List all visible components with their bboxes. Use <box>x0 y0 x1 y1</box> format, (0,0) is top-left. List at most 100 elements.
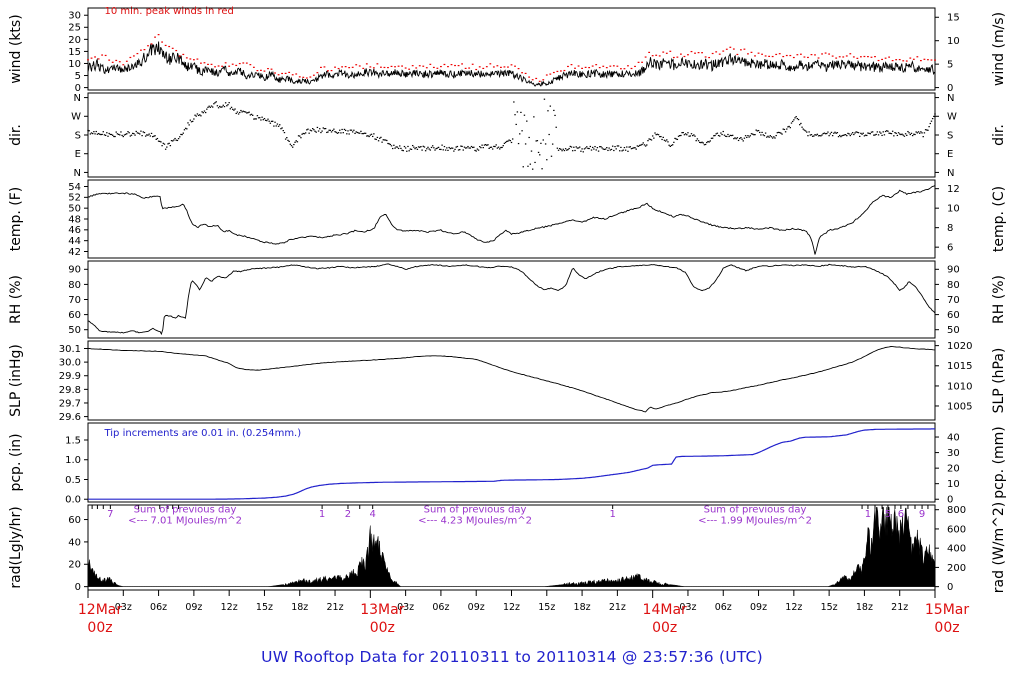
ytick-label-left: N <box>74 168 81 179</box>
xtick-label: 18z <box>574 602 591 613</box>
ytick-label-left: 29.6 <box>59 412 81 423</box>
ytick-label-right: 90 <box>947 265 960 276</box>
xtick-label: 03z <box>397 602 414 613</box>
xmajor-hour: 00z <box>652 620 677 636</box>
ytick-label-left: E <box>75 149 81 160</box>
panel-slp: 30.1 30.0 29.9 29.8 29.7 29.6 1020 1015 1010 1005… <box>8 340 1007 423</box>
ytick-label-left: 1.0 <box>65 455 81 466</box>
xtick-label: 12z <box>785 602 802 613</box>
xmajor-date: 12Mar <box>78 602 122 618</box>
axis-label-right-slp: SLP (hPa) <box>991 348 1007 414</box>
panel-rh: 90 80 70 60 50 90 80 70 60 50 RH (%) RH (%) <box>8 260 1007 339</box>
annotation: 10 min. peak winds in red <box>104 6 233 17</box>
rain-rate-digit: 4 <box>369 509 375 520</box>
ytick-label-left: 30 <box>68 11 81 22</box>
series-sea-level-pressure <box>87 346 936 413</box>
xmajor-hour: 00z <box>87 620 112 636</box>
xtick-label: 06z <box>150 602 167 613</box>
ytick-label-left: 46 <box>68 225 81 236</box>
axis-label-right-dir: dir. <box>991 124 1007 146</box>
ytick-label-right: 0 <box>947 495 953 506</box>
rain-rate-digit: 7 <box>107 509 113 520</box>
plot-title: UW Rooftop Data for 20110311 to 20110314… <box>261 648 763 666</box>
xtick-label: 12z <box>221 602 238 613</box>
ytick-label-right: 6 <box>947 243 953 254</box>
xmajor-hour: 00z <box>370 620 395 636</box>
ytick-label-left: 50 <box>68 325 81 336</box>
ytick-label-right: 1010 <box>947 381 972 392</box>
series-wind-avg <box>87 41 936 87</box>
ytick-label-left: N <box>74 93 81 104</box>
ytick-label-right: 40 <box>947 432 960 443</box>
xmajor-date: 15Mar <box>925 602 969 618</box>
xtick-label: 09z <box>468 602 485 613</box>
axis-label-left-pcp: pcp. (in) <box>8 433 24 491</box>
ytick-label-right: 20 <box>947 464 960 475</box>
ytick-label-right: S <box>947 130 953 141</box>
ytick-label-right: E <box>947 149 953 160</box>
axis-label-left-rad: rad(Lgly/hr) <box>8 506 24 588</box>
ytick-label-left: 50 <box>68 204 81 215</box>
ytick-label-right: 600 <box>947 524 966 535</box>
annotation: Sum of previous day <box>704 504 807 515</box>
ytick-label-right: 1020 <box>947 341 972 352</box>
x-axis: 03z 06z 09z 12z 15z 18z 21z 03z 06z 09z 12z 15z 18z 2… <box>78 590 969 636</box>
ytick-label-right: 15 <box>947 13 960 24</box>
xtick-label: 18z <box>856 602 873 613</box>
xtick-label: 21z <box>327 602 344 613</box>
rain-rate-digit: 1 <box>865 509 871 520</box>
annotation: <--- 7.01 MJoules/m^2 <box>128 515 242 526</box>
panel-frame-pcp <box>87 422 936 503</box>
ytick-label-left: 0.5 <box>65 475 81 486</box>
rain-rate-digit: 5 <box>885 509 891 520</box>
ytick-label-left: 44 <box>68 236 81 247</box>
ytick-label-left: 0 <box>75 83 81 94</box>
ytick-label-left: 0 <box>75 582 81 593</box>
ytick-label-left: 29.9 <box>59 371 81 382</box>
axis-label-right-rh: RH (%) <box>991 275 1007 324</box>
xtick-label: 03z <box>679 602 696 613</box>
series-wind-peak <box>87 34 936 82</box>
ytick-label-left: 70 <box>68 295 81 306</box>
ytick-label-right: 10 <box>947 36 960 47</box>
panel-frame-rh <box>87 260 936 339</box>
ytick-label-right: 8 <box>947 223 953 234</box>
ytick-label-left: 15 <box>68 47 81 58</box>
annotation: Sum of previous day <box>424 504 527 515</box>
ytick-label-left: 60 <box>68 515 81 526</box>
ytick-label-right: 10 <box>947 204 960 215</box>
axis-label-left-dir: dir. <box>8 124 24 146</box>
ytick-label-right: 10 <box>947 479 960 490</box>
annotation: Tip increments are 0.01 in. (0.254mm.) <box>103 428 301 439</box>
axis-label-right-rad: rad (W/m^2) <box>991 502 1007 593</box>
annotation: <--- 1.99 MJoules/m^2 <box>698 515 812 526</box>
panel-pcp: 1.5 1.0 0.5 0.0 40 30 20 10 0 pcp. (in) pcp. (mm) T… <box>8 422 1007 506</box>
ytick-label-right: 0 <box>947 83 953 94</box>
ytick-label-left: 20 <box>68 35 81 46</box>
panel-frame-dir <box>87 92 936 178</box>
ytick-label-right: N <box>947 168 954 179</box>
ytick-label-left: W <box>71 112 81 123</box>
xtick-label: 12z <box>503 602 520 613</box>
annotation: <--- 4.23 MJoules/m^2 <box>418 515 532 526</box>
ytick-label-right: 50 <box>947 325 960 336</box>
xtick-label: 09z <box>750 602 767 613</box>
xtick-label: 06z <box>715 602 732 613</box>
series-cumulative-precip <box>88 428 935 500</box>
axis-label-right-temp: temp. (C) <box>991 186 1007 252</box>
ytick-label-left: 29.7 <box>59 398 81 409</box>
ytick-label-right: 30 <box>947 448 960 459</box>
ytick-label-right: 1015 <box>947 361 972 372</box>
series-wind-direction <box>87 98 936 170</box>
ytick-label-left: 42 <box>68 247 81 258</box>
xtick-label: 15z <box>256 602 273 613</box>
series-relative-humidity <box>87 263 936 336</box>
ytick-label-left: 40 <box>68 537 81 548</box>
xtick-label: 15z <box>821 602 838 613</box>
series-solar-radiation <box>87 506 936 587</box>
ytick-label-right: N <box>947 93 954 104</box>
